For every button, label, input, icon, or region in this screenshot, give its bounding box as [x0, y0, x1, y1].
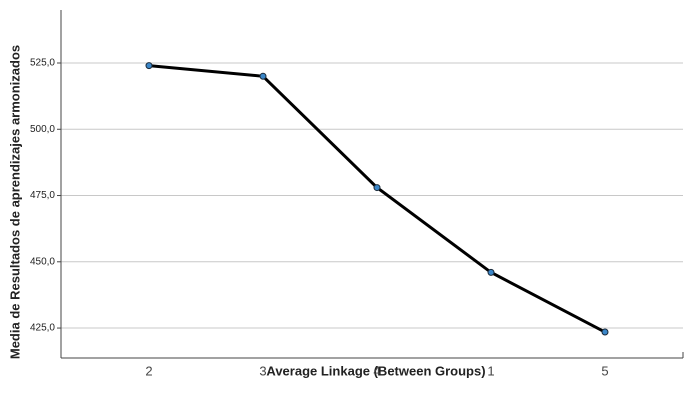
y-tick-label: 500,0: [30, 124, 55, 135]
marker: [373, 184, 381, 192]
marker: [601, 328, 609, 336]
y-tick-label: 475,0: [30, 190, 55, 201]
marker: [259, 72, 267, 80]
x-tick-label: 2: [145, 363, 152, 378]
x-tick-label: 5: [601, 363, 608, 378]
y-tick-label: 525,0: [30, 58, 55, 69]
y-axis-title: Media de Resultados de aprendizajes armo…: [7, 45, 22, 359]
line: [148, 64, 606, 334]
x-tick-label: 4: [373, 363, 380, 378]
x-tick-label: 3: [259, 363, 266, 378]
marker: [487, 268, 495, 276]
y-tick-label: 450,0: [30, 256, 55, 267]
marker: [145, 62, 153, 70]
x-axis-title: Average Linkage (Between Groups): [266, 363, 485, 378]
y-tick-label: 425,0: [30, 323, 55, 334]
x-tick-label: 1: [487, 363, 494, 378]
